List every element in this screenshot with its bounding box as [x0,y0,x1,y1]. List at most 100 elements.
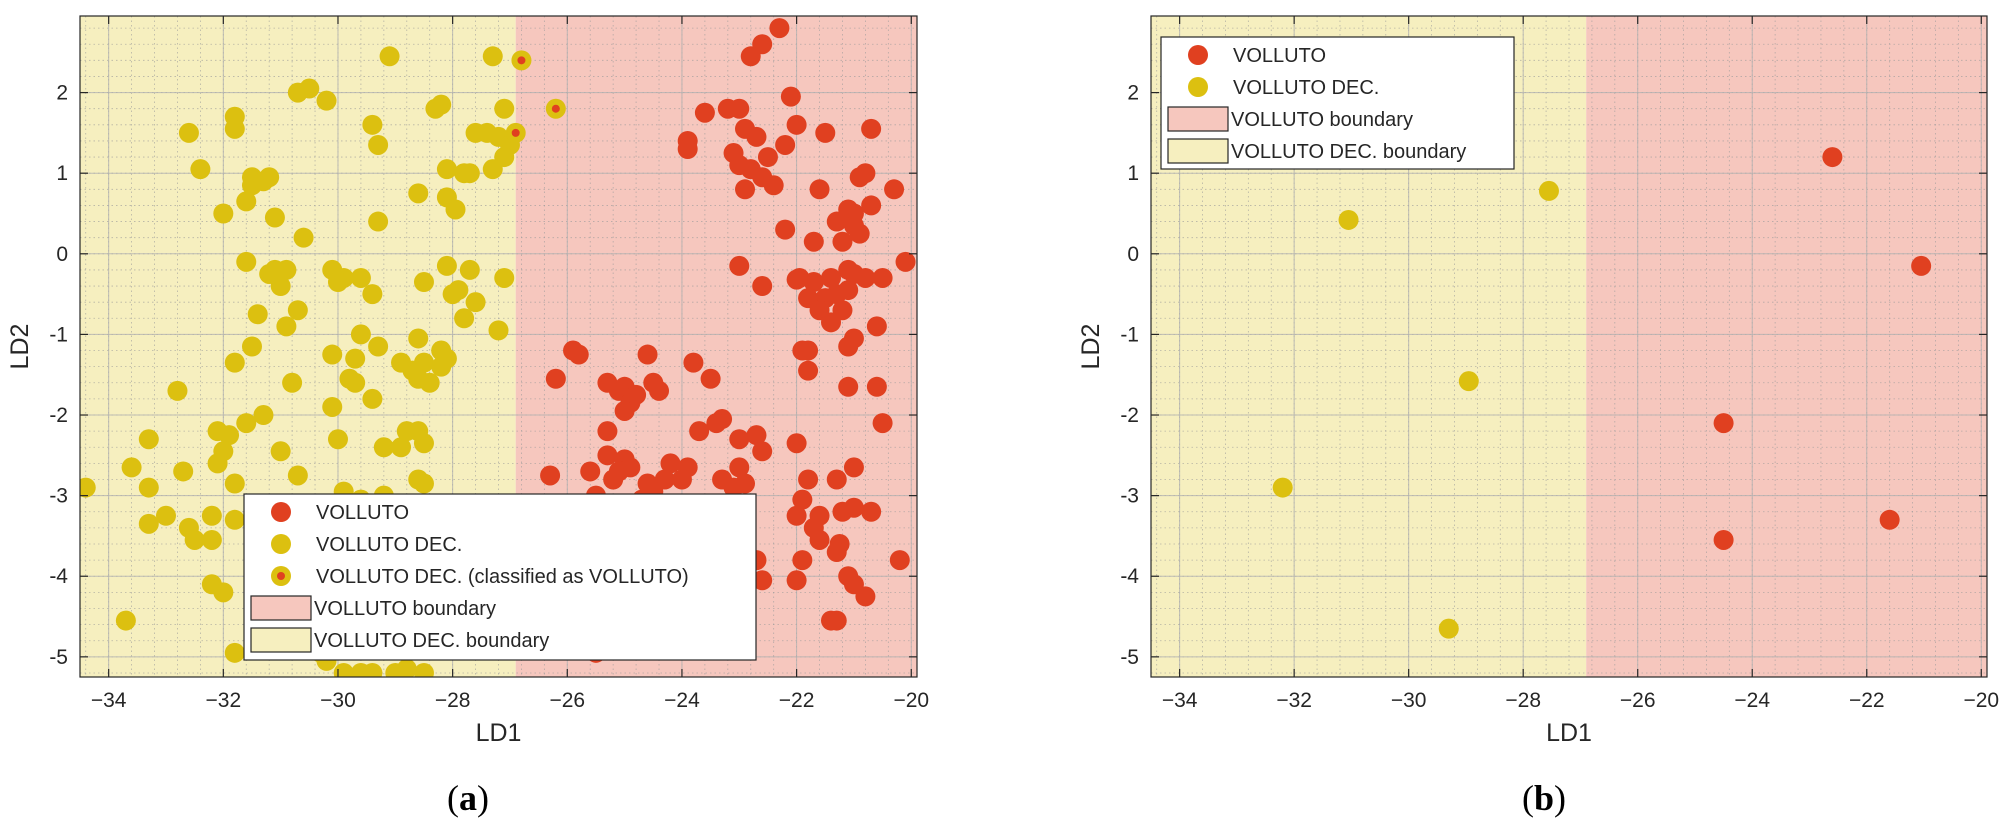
volluto-dec-point [419,372,440,393]
volluto-dec-point [155,505,176,526]
volluto-point [694,102,715,123]
legend-marker [271,534,291,554]
y-tick-label: 2 [1127,82,1139,105]
y-tick-label: -2 [1120,404,1139,427]
volluto-dec-point [482,46,503,67]
volluto-dec-point [1438,618,1459,639]
x-tick-label: −30 [1391,689,1427,712]
volluto-dec-point [287,300,308,321]
legend-box [243,493,757,661]
volluto-dec-point [236,251,257,272]
legend-label: VOLLUTO DEC. [1233,77,1379,99]
legend-label: VOLLUTO DEC. [316,534,462,556]
volluto-dec-point [494,98,515,119]
legend-swatch [250,595,312,621]
volluto-dec-point [1458,371,1479,392]
volluto-point [843,497,864,518]
volluto-dec-point [121,457,142,478]
volluto-point [786,114,807,135]
volluto-dec-point [465,292,486,313]
volluto-point [597,445,618,466]
volluto-point [826,469,847,490]
volluto-dec-point [264,207,285,228]
y-tick-label: 1 [1127,162,1139,185]
volluto-point [746,425,767,446]
volluto-dec-point [402,360,423,381]
y-tick-label: 0 [1127,243,1139,266]
volluto-dec-point [368,336,389,357]
volluto-dec-point [247,304,268,325]
volluto-point [1713,529,1734,550]
volluto-point [706,413,727,434]
volluto-point [872,413,893,434]
data-points [1272,147,1932,639]
volluto-dec-point [425,98,446,119]
volluto-point [889,550,910,571]
volluto-dec-point [413,662,434,677]
volluto-point [792,550,813,571]
volluto-point [580,461,601,482]
volluto-dec-point [282,372,303,393]
volluto-dec-point [224,642,245,663]
volluto-point [729,155,750,176]
volluto-point [872,267,893,288]
volluto-point [775,219,796,240]
volluto-point [786,570,807,591]
volluto-point [1713,413,1734,434]
volluto-dec-point [201,505,222,526]
volluto-point [752,167,773,188]
volluto-dec-point [1338,209,1359,230]
volluto-dec-point [213,582,234,603]
volluto-dec-point [322,396,343,417]
volluto-point [866,316,887,337]
y-tick-label: -1 [1120,323,1139,346]
volluto-dec-point [293,227,314,248]
x-tick-label: −30 [320,689,356,712]
x-tick-label: −26 [1620,689,1656,712]
volluto-dec-point [138,429,159,450]
volluto-point [786,269,807,290]
volluto-dec-point [408,183,429,204]
volluto-point [769,18,790,39]
volluto-point [649,380,670,401]
volluto-point [660,453,681,474]
axes-frame [1150,15,1988,678]
x-axis-label: LD1 [1546,719,1592,747]
volluto-dec-point [322,344,343,365]
legend-swatch [1167,138,1229,164]
volluto-point [866,376,887,397]
x-tick-label: −28 [435,689,471,712]
y-axis-label: LD2 [6,324,34,370]
legend-label: VOLLUTO [1233,45,1326,67]
panel-letter: b [1534,778,1554,818]
volluto-point [832,231,853,252]
volluto-dec-point [362,388,383,409]
volluto-dec-point [350,324,371,345]
misclassified-point [505,122,526,143]
volluto-dec-point [287,82,308,103]
volluto-point [757,147,778,168]
legend-label: VOLLUTO [316,502,409,524]
misclassified-point [511,50,532,71]
volluto-dec-point [362,284,383,305]
x-tick-label: −22 [779,689,815,712]
volluto-dec-point [482,159,503,180]
legend-swatch [1167,106,1229,132]
volluto-point [786,505,807,526]
legend-marker [271,502,291,522]
volluto-point [798,360,819,381]
volluto-dec-point [287,465,308,486]
volluto-point [735,179,756,200]
x-tick-label: −20 [893,689,929,712]
volluto-point [838,336,859,357]
volluto-point [780,86,801,107]
volluto-dec-point [436,159,457,180]
volluto-dec-point [80,477,96,498]
volluto-dec-point [207,453,228,474]
volluto-point [683,352,704,373]
y-axis-label: LD2 [1077,324,1105,370]
y-tick-label: 2 [56,82,68,105]
volluto-point [821,312,842,333]
legend-label: VOLLUTO DEC. boundary [1231,141,1466,163]
volluto-dec-point [333,662,354,677]
